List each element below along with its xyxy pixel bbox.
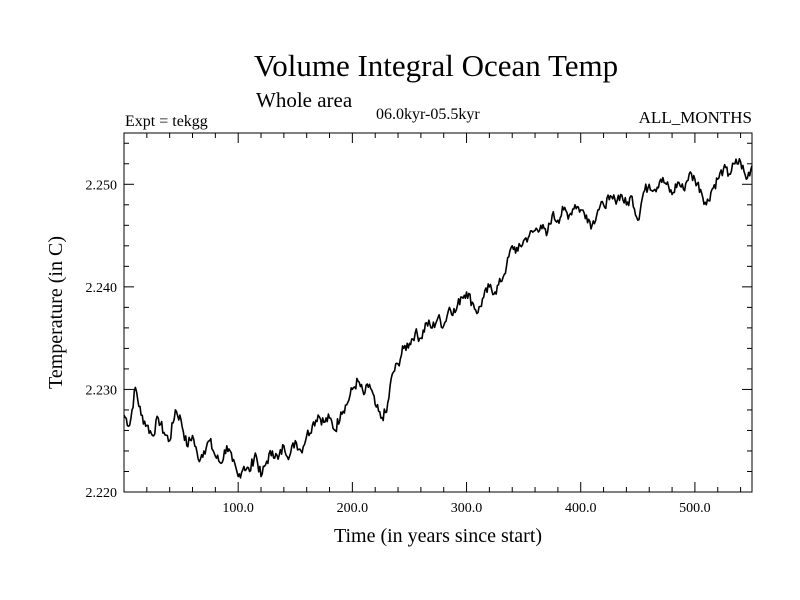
y-axis-ticks: 2.220 2.230 2.240 2.250 — [86, 142, 752, 501]
y-tick-label: 2.250 — [86, 178, 118, 193]
x-tick-label: 200.0 — [337, 501, 369, 516]
series-line — [123, 158, 753, 479]
series-group — [123, 158, 753, 479]
chart-subtitle: Whole area — [256, 88, 353, 112]
x-tick-label: 300.0 — [451, 501, 483, 516]
x-tick-label: 100.0 — [222, 501, 254, 516]
y-tick-label: 2.220 — [86, 486, 118, 501]
x-axis-label: Time (in years since start) — [334, 525, 542, 547]
x-tick-label: 500.0 — [679, 501, 711, 516]
period-label: 06.0kyr-05.5kyr — [376, 106, 480, 123]
x-axis-ticks: 100.0 200.0 300.0 400.0 500.0 — [146, 133, 742, 516]
x-tick-label: 400.0 — [565, 501, 597, 516]
y-tick-label: 2.240 — [86, 281, 118, 296]
experiment-label: Expt = tekgg — [125, 113, 208, 130]
y-tick-label: 2.230 — [86, 383, 118, 398]
y-axis-label: Temperature (in C) — [45, 236, 67, 389]
chart-title: Volume Integral Ocean Temp — [253, 48, 619, 83]
plot-frame — [123, 132, 753, 493]
months-label: ALL_MONTHS — [638, 108, 752, 127]
